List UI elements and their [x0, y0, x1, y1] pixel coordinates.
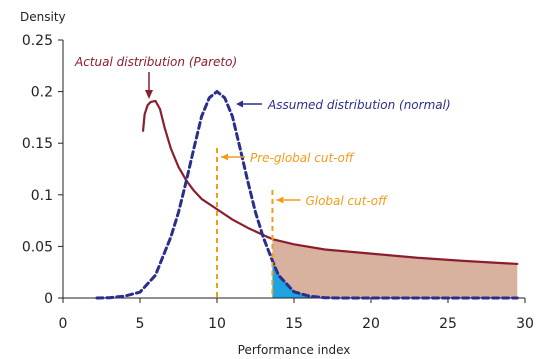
x-tick-label: 0: [59, 316, 68, 332]
cutoff-arrow-head: [221, 153, 228, 161]
y-tick-label: 0: [44, 291, 53, 307]
normal-annotation-arrow-head: [236, 100, 243, 108]
normal-annotation-label: Assumed distribution (normal): [267, 98, 451, 112]
cutoff-arrow-head: [276, 196, 284, 204]
x-axis-label: Performance index: [238, 343, 351, 357]
y-tick-label: 0.1: [31, 188, 53, 204]
pareto-annotation-arrow-head: [145, 90, 153, 99]
pareto-annotation-label: Actual distribution (Pareto): [74, 55, 237, 69]
normal-series-line: [95, 89, 519, 300]
pareto-series-line: [141, 99, 519, 266]
pareto-tail-fill: [272, 239, 518, 298]
x-tick-label: 30: [516, 316, 534, 332]
y-axis-label: Density: [20, 10, 66, 24]
x-tick-label: 25: [439, 316, 457, 332]
y-tick-label: 0.2: [31, 85, 53, 101]
cutoff-label: Global cut-off: [305, 194, 388, 208]
cutoff-label: Pre-global cut-off: [250, 151, 355, 165]
x-tick-label: 15: [285, 316, 303, 332]
x-tick-label: 5: [136, 316, 145, 332]
normal-tail-fill: [272, 260, 325, 298]
y-tick-label: 0.05: [22, 239, 53, 255]
x-tick-label: 10: [208, 316, 226, 332]
y-tick-label: 0.15: [22, 136, 53, 152]
x-tick-label: 20: [362, 316, 380, 332]
y-tick-label: 0.25: [22, 33, 53, 49]
